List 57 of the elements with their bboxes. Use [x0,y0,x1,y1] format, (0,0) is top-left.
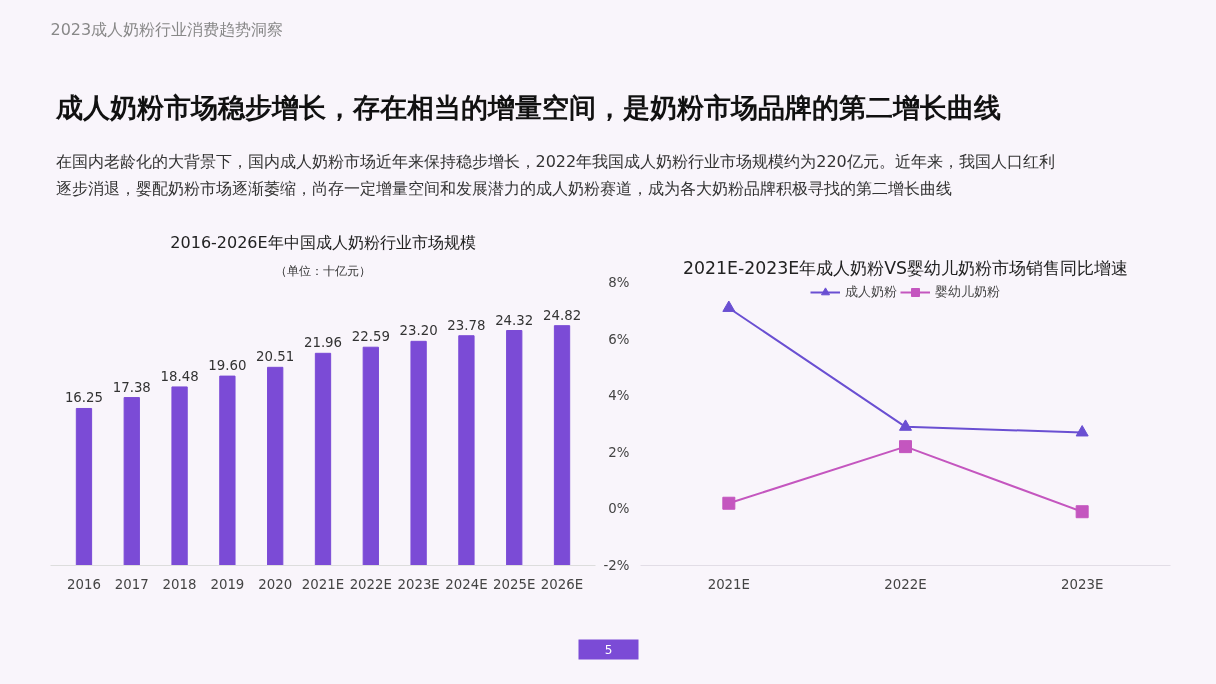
chart-title: 2021E-2023E年成人奶粉VS婴幼儿奶粉市场销售同比增速 [682,257,1129,278]
bar [362,346,379,566]
text: 成人奶粉市场稳步增长，存在相当的增量空间，是奶粉市场品牌的第二增长曲线 [54,92,1001,123]
data-label: 22.59 [351,329,390,345]
data-label: 17.38 [112,379,151,395]
x-tick-label: 2025E [493,576,536,592]
x-tick-label: 2020 [258,576,293,592]
x-tick-label: 2024E [445,576,488,592]
x-tick-label: 2026E [540,576,584,592]
legend-label: 婴幼儿奶粉 [935,283,1000,301]
point [722,496,736,510]
x-tick-label: 2017 [114,576,149,592]
legend-label: 成人奶粉 [845,283,897,301]
x-tick-label: 2022E [349,576,392,592]
data-label: 23.20 [399,323,438,339]
x-tick-label: 2023E [397,576,440,592]
x-tick-label: 2021E [301,576,345,592]
x-tick-label: 2022E [884,576,927,592]
x-tick-label: 2019 [210,576,245,592]
chart-title: 2016-2026E年中国成人奶粉行业市场规模 [170,232,476,252]
bar [75,407,93,566]
chart-subtitle: （单位：十亿元） [275,263,371,278]
x-tick-label: 2018 [162,576,197,592]
bar [314,352,332,566]
data-label: 19.60 [208,358,247,374]
bar [123,397,140,566]
point [722,300,736,312]
bar [458,335,475,566]
bar [267,366,284,566]
point [899,440,912,454]
data-label: 21.96 [303,335,343,351]
bar [171,386,188,566]
y-tick-label: -2% [603,558,630,573]
data-label: 18.48 [160,368,199,384]
data-label: 20.51 [256,349,295,365]
point [899,419,912,431]
bar [506,330,523,566]
y-tick-label: 6% [608,331,630,347]
text: 5 [604,643,613,657]
point [1075,425,1089,437]
x-tick-label: 2016 [67,576,101,592]
bar [410,340,427,566]
y-tick-label: 2% [608,444,630,460]
data-label: 16.25 [64,390,104,406]
y-tick-label: 0% [608,501,630,517]
text: 在国内老龄化的大背景下，国内成人奶粉市场近年来保持稳步增长，2022年我国成人奶粉行业市场规模约为220亿元。近年来，我国人口红利逐步消退，婴配奶粉市场逐渐萎缩，尚存一定增量空间和发展潜力的成人奶粉赛道，成为各大奶粉品牌积极寻找的第二增长曲线 [55,152,1055,198]
data-label: 24.32 [495,312,534,328]
x-tick-label: 2023E [1061,576,1104,592]
bar [219,375,236,566]
text: 2023成人奶粉行业消费趋势洞察 [50,20,284,39]
data-label: 23.78 [447,317,486,333]
bar [553,325,571,566]
point [1075,505,1089,519]
y-tick-label: 8% [608,275,630,290]
x-tick-label: 2021E [707,576,751,592]
data-label: 24.82 [542,307,582,323]
y-tick-label: 4% [608,388,630,404]
